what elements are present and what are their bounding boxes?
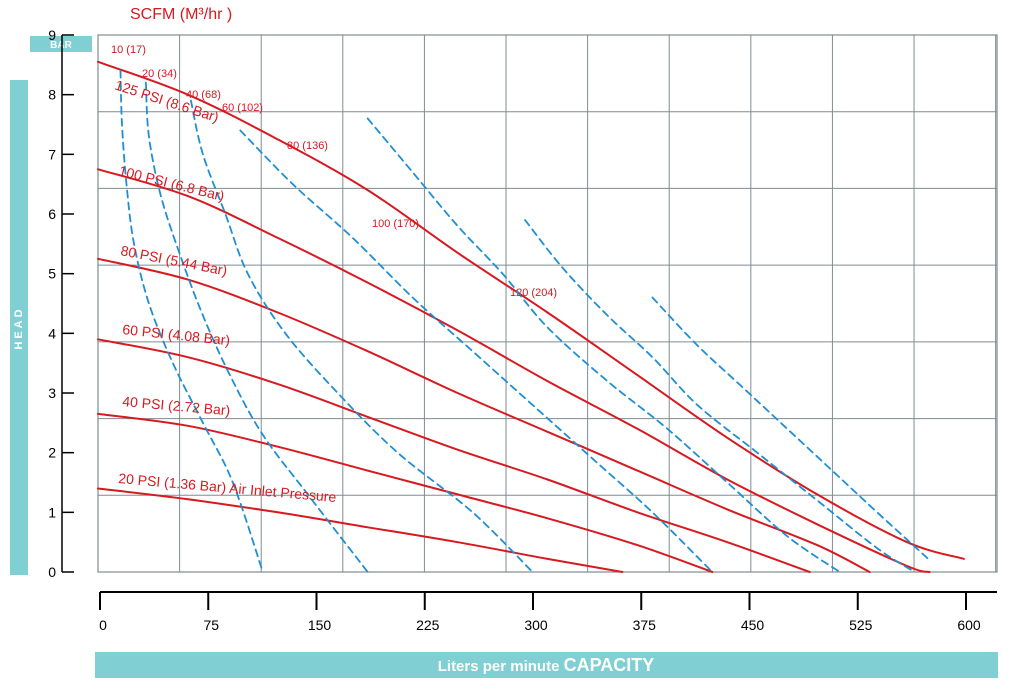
x-tick-label: 600 xyxy=(957,617,981,633)
pressure-curve-80-psi-5-44-bar xyxy=(97,257,871,573)
x-tick-label: 225 xyxy=(416,617,440,633)
air-curve-80-136 xyxy=(366,117,841,573)
plot-frame xyxy=(97,34,998,573)
pressure-curve-125-psi-8-6-bar xyxy=(97,60,965,560)
air-curve-40-68 xyxy=(190,99,534,573)
pressure-curve-20-psi-1-36-bar-air-inlet-pressure xyxy=(97,487,624,573)
pressure-label-100-psi-6-8-bar: 100 PSI (6.8 Bar) xyxy=(117,162,226,204)
pressure-label-80-psi-5-44-bar: 80 PSI (5.44 Bar) xyxy=(119,242,228,278)
x-tick-label: 0 xyxy=(99,617,107,633)
x-axis-label: Liters per minute CAPACITY xyxy=(438,655,655,675)
x-tick-label: 525 xyxy=(849,617,873,633)
series-layer xyxy=(97,60,965,573)
x-tick-label: 150 xyxy=(308,617,332,633)
y-tick-label: 4 xyxy=(48,325,56,341)
chart-title: SCFM (M³/hr ) xyxy=(130,6,232,23)
air-curve-60-102 xyxy=(239,129,714,573)
x-tick-label: 300 xyxy=(524,617,548,633)
air-curve-120-204 xyxy=(651,296,931,561)
air-curve-10-17 xyxy=(119,69,264,573)
x-tick-label: 75 xyxy=(203,617,219,633)
y-tick-label: 5 xyxy=(48,266,56,282)
pressure-curve-40-psi-2-72-bar xyxy=(97,412,714,573)
y-tick-label: 6 xyxy=(48,206,56,222)
y-axis-label-bar xyxy=(10,80,28,575)
pressure-label-20-psi-1-36-bar-air-inlet-pressure: 20 PSI (1.36 Bar) Air Inlet Pressure xyxy=(118,470,337,505)
pressure-label-40-psi-2-72-bar: 40 PSI (2.72 Bar) xyxy=(122,393,231,418)
air-label-40-68: 40 (68) xyxy=(186,89,221,101)
air-label-100-170: 100 (170) xyxy=(372,218,419,230)
air-label-80-136: 80 (136) xyxy=(287,140,328,152)
air-curve-100-170 xyxy=(524,219,916,573)
y-tick-label: 0 xyxy=(48,564,56,580)
y-tick-label: 8 xyxy=(48,87,56,103)
axis-layer: 0 1 2 3 4 5 6 7 8 9 0 75 150 225 300 375 450 525 600 xyxy=(48,27,997,633)
y-axis-label: HEAD xyxy=(13,306,25,349)
pressure-label-60-psi-4-08-bar: 60 PSI (4.08 Bar) xyxy=(122,321,231,348)
pressure-curve-100-psi-6-8-bar xyxy=(97,168,931,573)
air-label-20-34: 20 (34) xyxy=(142,68,177,80)
x-axis-label-bar xyxy=(95,652,998,678)
y-tick-label: 1 xyxy=(48,504,56,520)
air-label-60-102: 60 (102) xyxy=(222,102,263,114)
air-label-10-17: 10 (17) xyxy=(111,44,146,56)
y-tick-label: 3 xyxy=(48,385,56,401)
x-axis-label-prefix: Liters per minute xyxy=(438,658,564,675)
grid-layer xyxy=(97,34,998,573)
x-axis-label-main: CAPACITY xyxy=(564,655,655,675)
x-tick-label: 375 xyxy=(633,617,657,633)
x-tick-label: 450 xyxy=(741,617,765,633)
y-tick-label: 2 xyxy=(48,445,56,461)
y-tick-label: 7 xyxy=(48,146,56,162)
pressure-curve-60-psi-4-08-bar xyxy=(97,338,811,573)
air-label-120-204: 120 (204) xyxy=(510,287,557,299)
air-curve-20-34 xyxy=(145,81,369,573)
y-tick-label: 9 xyxy=(48,27,56,43)
y-unit-bar xyxy=(30,36,92,52)
